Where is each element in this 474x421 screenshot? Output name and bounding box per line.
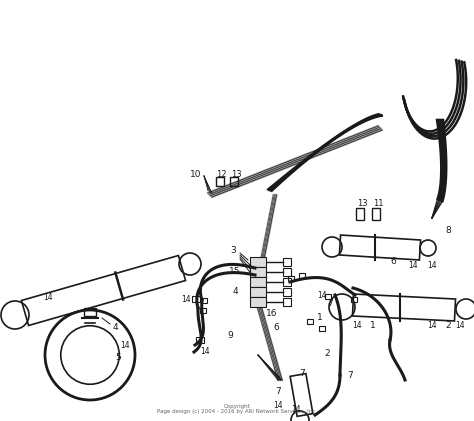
Text: 7: 7: [299, 370, 305, 378]
Text: 13: 13: [231, 170, 241, 179]
Text: 15: 15: [229, 267, 241, 277]
Text: 3: 3: [230, 245, 236, 255]
Text: Copyright
Page design (c) 2004 - 2016 by ARI Network Services, Inc.: Copyright Page design (c) 2004 - 2016 by…: [157, 404, 317, 414]
Text: 7: 7: [275, 387, 281, 397]
Text: 7: 7: [327, 299, 333, 309]
Text: 8: 8: [445, 226, 451, 234]
Polygon shape: [250, 297, 266, 307]
Text: 14: 14: [408, 261, 418, 271]
Text: 4: 4: [232, 288, 238, 296]
Text: 9: 9: [227, 330, 233, 339]
Text: 7: 7: [347, 371, 353, 381]
Polygon shape: [290, 373, 313, 416]
Text: 6: 6: [273, 323, 279, 333]
Text: 14: 14: [200, 347, 210, 357]
Text: 14: 14: [455, 322, 465, 330]
Text: 6: 6: [390, 258, 396, 266]
Text: 14: 14: [120, 341, 130, 349]
Polygon shape: [339, 235, 420, 260]
Polygon shape: [353, 294, 456, 321]
Text: 5: 5: [115, 354, 121, 362]
Text: 1: 1: [370, 320, 376, 330]
Polygon shape: [250, 277, 266, 287]
Polygon shape: [250, 287, 266, 297]
Text: 2: 2: [445, 320, 451, 330]
Text: 1: 1: [317, 314, 323, 322]
Polygon shape: [21, 256, 186, 325]
Text: 13: 13: [357, 198, 367, 208]
Text: 14: 14: [291, 405, 301, 415]
Text: 16: 16: [266, 309, 278, 317]
Polygon shape: [250, 257, 266, 267]
Text: 14: 14: [181, 295, 191, 304]
Text: 2: 2: [324, 349, 330, 359]
Text: 14: 14: [317, 291, 327, 301]
Text: 10: 10: [190, 170, 202, 179]
Text: 12: 12: [216, 170, 226, 179]
Text: 14: 14: [43, 293, 53, 303]
Text: 14: 14: [427, 320, 437, 330]
Polygon shape: [250, 267, 266, 277]
Text: 14: 14: [273, 400, 283, 410]
Text: 11: 11: [373, 198, 383, 208]
Text: 4: 4: [112, 322, 118, 331]
Text: 14: 14: [352, 322, 362, 330]
Text: 14: 14: [427, 261, 437, 269]
